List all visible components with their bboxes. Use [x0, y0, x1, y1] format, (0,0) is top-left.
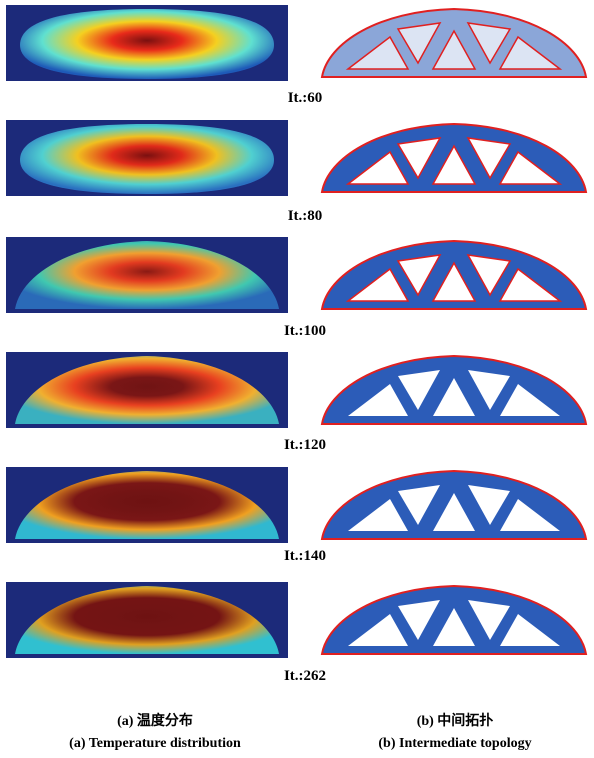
iteration-label: It.:262 [245, 668, 365, 685]
temperature-map [6, 5, 288, 81]
temperature-map [6, 237, 288, 313]
topology [318, 237, 590, 313]
topology [318, 467, 590, 543]
topology [318, 5, 590, 81]
topology [318, 120, 590, 196]
iteration-label: It.:140 [245, 548, 365, 565]
temperature-map [6, 582, 288, 658]
caption: (b) Intermediate topology [310, 736, 594, 752]
iteration-label: It.:60 [245, 90, 365, 107]
heat-field [20, 124, 274, 194]
iteration-label: It.:100 [245, 323, 365, 340]
caption: (a) 温度分布 [10, 710, 300, 730]
topology [318, 582, 590, 658]
temperature-map [6, 352, 288, 428]
temperature-map [6, 467, 288, 543]
iteration-label: It.:80 [245, 208, 365, 225]
iteration-label: It.:120 [245, 437, 365, 454]
caption: (b) 中间拓扑 [310, 710, 594, 730]
caption: (a) Temperature distribution [10, 736, 300, 752]
heat-field [20, 9, 274, 79]
temperature-map [6, 120, 288, 196]
figure: (a) 温度分布 (a) Temperature distribution (b… [0, 0, 594, 758]
topology [318, 352, 590, 428]
